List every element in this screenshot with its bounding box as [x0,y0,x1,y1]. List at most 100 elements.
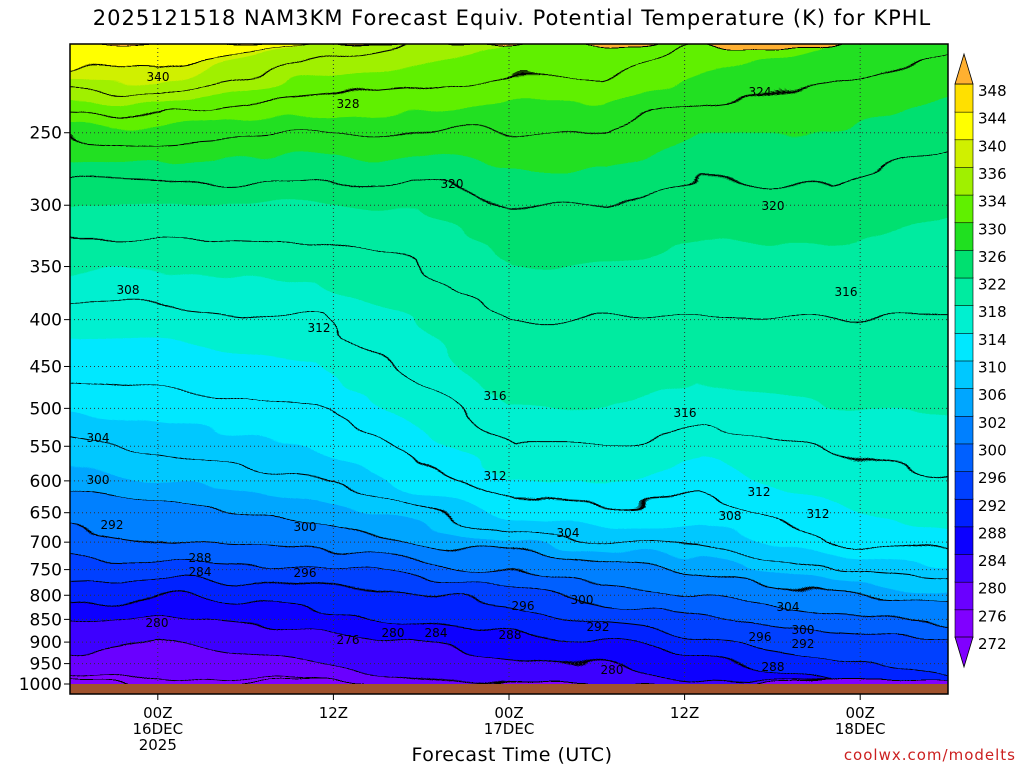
contour-330 [70,44,948,116]
colorbar-label: 284 [978,552,1007,570]
y-tick-label: 750 [30,561,62,581]
contour-label: 316 [835,285,858,299]
y-tick-label: 600 [30,472,62,492]
colorbar-swatch [954,553,974,583]
ground-strip [70,684,948,694]
colorbar-swatch [954,415,974,445]
x-tick-label: 00Z [494,704,523,722]
y-tick-label: 700 [30,533,62,553]
y-tick-label: 450 [30,357,62,377]
colorbar-swatch [954,360,974,389]
colorbar-swatch [954,609,974,638]
contour-label: 288 [189,551,212,565]
colorbar-label: 340 [978,137,1007,155]
contour-label: 296 [294,566,317,580]
band-276 [70,636,948,685]
colorbar-label: 300 [978,441,1007,459]
y-tick-label: 950 [30,655,62,675]
colorbar-label: 334 [978,193,1007,211]
contour-label: 288 [499,628,522,642]
contour-label: 308 [719,509,742,523]
grid-lines [70,44,948,684]
contour-294 [70,556,948,641]
x-tick-label: 00Z [143,704,172,722]
y-tick-label: 550 [30,437,62,457]
x-axis-label: Forecast Time (UTC) [411,744,613,766]
colorbar-swatch [954,111,974,141]
contour-label: 308 [117,283,140,297]
colorbar-label: 292 [978,497,1007,515]
contour-314 [70,302,948,476]
contour-label: 340 [147,70,170,84]
contour-label: 276 [337,633,360,647]
colorbar-swatch [954,470,974,500]
contour-label: 292 [101,518,124,532]
y-tick-label: 850 [30,610,62,630]
colorbar-swatch [954,387,974,417]
y-tick-label: 300 [30,196,62,216]
y-tick-label: 650 [30,504,62,524]
contour-label: 312 [308,321,331,335]
contour-label: 304 [777,600,800,614]
colorbar-swatch [954,139,974,168]
x-tick-label: 12Z [319,704,348,722]
colorbar-label: 276 [978,607,1007,625]
y-tick-label: 250 [30,124,62,144]
credit-text: coolwx.com/modelts [843,746,1016,764]
theta-e-field [70,44,948,685]
colorbar-top-arrow [954,52,974,85]
y-tick-label: 500 [30,399,62,419]
contour-label: 284 [189,565,212,579]
colorbar-swatch [954,581,974,611]
contour-label: 280 [601,663,624,677]
contour-label: 280 [382,626,405,640]
contour-label: 296 [749,630,772,644]
y-tick-label: 1000 [19,675,62,695]
colorbar-swatch [954,498,974,528]
contour-label: 300 [294,520,317,534]
colorbar-bottom-arrow [954,636,974,669]
contour-306 [70,438,948,579]
colorbar-swatch [954,194,974,224]
colorbar-label: 280 [978,580,1007,598]
x-tick-label: 17DEC [484,720,535,738]
colorbar-label: 296 [978,469,1007,487]
x-tick-label: 18DEC [835,720,886,738]
colorbar-swatch [954,304,974,334]
colorbar-label: 310 [978,359,1007,377]
contour-label: 328 [337,97,360,111]
contour-label: 312 [807,507,830,521]
contour-label: 324 [749,85,772,99]
contour-label: 320 [762,199,785,213]
contour-label: 300 [571,593,594,607]
contour-label: 316 [484,389,507,403]
contour-label: 292 [792,637,815,651]
chart-title: 2025121518 NAM3KM Forecast Equiv. Potent… [92,6,932,30]
colorbar-label: 330 [978,220,1007,238]
colorbar-label: 272 [978,635,1007,653]
colorbar: 272 276 280 284 288 292 296 300 302 306 310 314 318 3… [954,52,1007,669]
contour-label: 288 [762,660,785,674]
colorbar-label: 344 [978,110,1007,128]
y-tick-label: 900 [30,633,62,653]
contour-label: 316 [674,406,697,420]
colorbar-label: 306 [978,386,1007,404]
y-tick-label: 800 [30,586,62,606]
colorbar-swatch [954,526,974,555]
contour-label: 284 [425,626,448,640]
contour-label: 320 [441,177,464,191]
contour-298 [70,527,948,622]
colorbar-label: 326 [978,248,1007,266]
x-tick-label: 12Z [670,704,699,722]
contour-label: 304 [87,431,110,445]
contour-label: 312 [748,485,771,499]
contour-labels: 340 328 324 320 320 316 308 312 316 316 304 312 312 3… [87,70,858,677]
contour-label: 280 [146,616,169,630]
colorbar-swatch [954,221,974,251]
colorbar-swatch [954,332,974,362]
contour-label: 300 [792,623,815,637]
contour-290 [70,577,948,678]
colorbar-swatch [954,443,974,472]
contour-label: 292 [587,620,610,634]
